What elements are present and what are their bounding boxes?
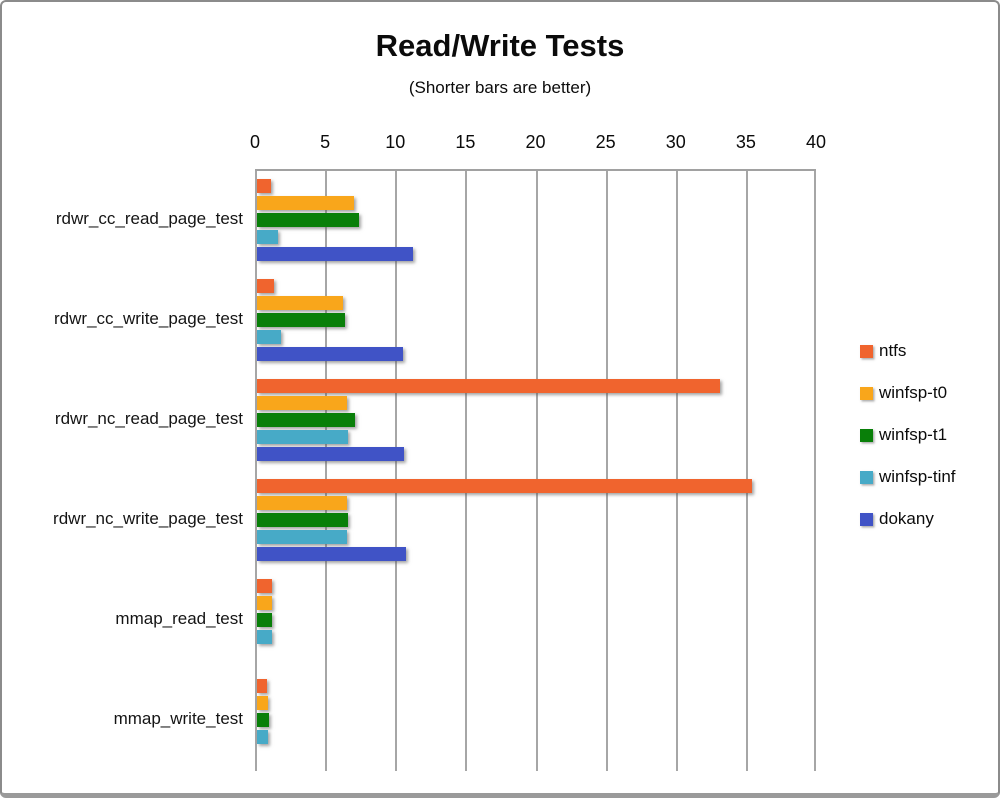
bar-dokany xyxy=(257,547,406,561)
bar-ntfs xyxy=(257,679,267,693)
bar-ntfs xyxy=(257,179,272,193)
bar-winfsp-tinf xyxy=(257,630,273,644)
bar-ntfs xyxy=(257,579,273,593)
legend-swatch-icon xyxy=(860,428,873,442)
bar-winfsp-tinf xyxy=(257,430,349,444)
x-tick-label: 15 xyxy=(455,132,476,152)
bar-ntfs xyxy=(257,379,720,393)
bar-winfsp-tinf xyxy=(257,730,269,744)
bar-winfsp-t0 xyxy=(257,496,347,510)
chart-subtitle: (Shorter bars are better) xyxy=(408,78,592,97)
bar-winfsp-t0 xyxy=(257,296,343,310)
bar-winfsp-t1 xyxy=(257,213,360,227)
x-tick-label: 40 xyxy=(805,132,827,152)
x-tick-label: 10 xyxy=(385,132,406,152)
x-tick-label: 30 xyxy=(665,132,686,152)
category-label: mmap_read_test xyxy=(115,609,243,628)
gridline xyxy=(745,171,748,771)
x-tick-label: 20 xyxy=(525,132,546,152)
legend-swatch-icon xyxy=(860,470,873,484)
bar-winfsp-t0 xyxy=(257,196,354,210)
legend-swatch-icon xyxy=(860,386,873,400)
x-tick-label: 0 xyxy=(249,132,260,152)
bar-winfsp-tinf xyxy=(257,230,279,244)
bar-dokany xyxy=(257,347,403,361)
legend-item-winfsp-t1: winfsp-t1 xyxy=(860,414,956,456)
x-tick-label: 25 xyxy=(595,132,616,152)
bar-winfsp-tinf xyxy=(257,530,347,544)
bar-ntfs xyxy=(257,279,274,293)
bar-winfsp-t0 xyxy=(257,696,269,710)
bar-dokany xyxy=(257,447,405,461)
bar-winfsp-t1 xyxy=(257,513,349,527)
bar-winfsp-t1 xyxy=(257,413,356,427)
gridline xyxy=(535,171,538,771)
bar-dokany xyxy=(257,247,413,261)
plot-area xyxy=(255,169,816,771)
chart-title: Read/Write Tests xyxy=(375,28,625,63)
x-tick-label: 35 xyxy=(735,132,756,152)
gridline xyxy=(255,171,257,771)
legend-label: dokany xyxy=(879,509,934,528)
bar-winfsp-t1 xyxy=(257,313,346,327)
bar-winfsp-t1 xyxy=(257,713,269,727)
category-label: rdwr_cc_read_page_test xyxy=(55,209,243,228)
legend-item-winfsp-tinf: winfsp-tinf xyxy=(860,456,956,498)
category-label: rdwr_nc_read_page_test xyxy=(54,409,243,428)
bar-winfsp-t0 xyxy=(257,596,273,610)
legend-swatch-icon xyxy=(860,344,873,358)
bar-winfsp-tinf xyxy=(257,330,281,344)
gridline xyxy=(395,171,398,771)
category-label: rdwr_nc_write_page_test xyxy=(53,509,243,528)
legend-label: ntfs xyxy=(879,341,907,360)
bar-winfsp-t0 xyxy=(257,396,347,410)
bar-winfsp-t1 xyxy=(257,613,273,627)
gridline xyxy=(325,171,328,771)
gridline xyxy=(814,171,816,771)
legend-item-ntfs: ntfs xyxy=(860,330,956,372)
gridline xyxy=(465,171,468,771)
legend-label: winfsp-t1 xyxy=(879,425,948,444)
category-label: mmap_write_test xyxy=(113,709,243,728)
gridline xyxy=(675,171,678,771)
legend: ntfs winfsp-t0 winfsp-t1 winfsp-tinf dokany xyxy=(860,330,956,540)
gridline xyxy=(605,171,608,771)
legend-label: winfsp-tinf xyxy=(879,467,956,486)
legend-item-winfsp-t0: winfsp-t0 xyxy=(860,372,956,414)
legend-swatch-icon xyxy=(860,512,873,526)
legend-item-dokany: dokany xyxy=(860,498,956,540)
category-label: rdwr_cc_write_page_test xyxy=(54,309,243,328)
x-tick-label: 5 xyxy=(320,132,331,152)
bar-ntfs xyxy=(257,479,753,493)
legend-label: winfsp-t0 xyxy=(879,383,948,402)
